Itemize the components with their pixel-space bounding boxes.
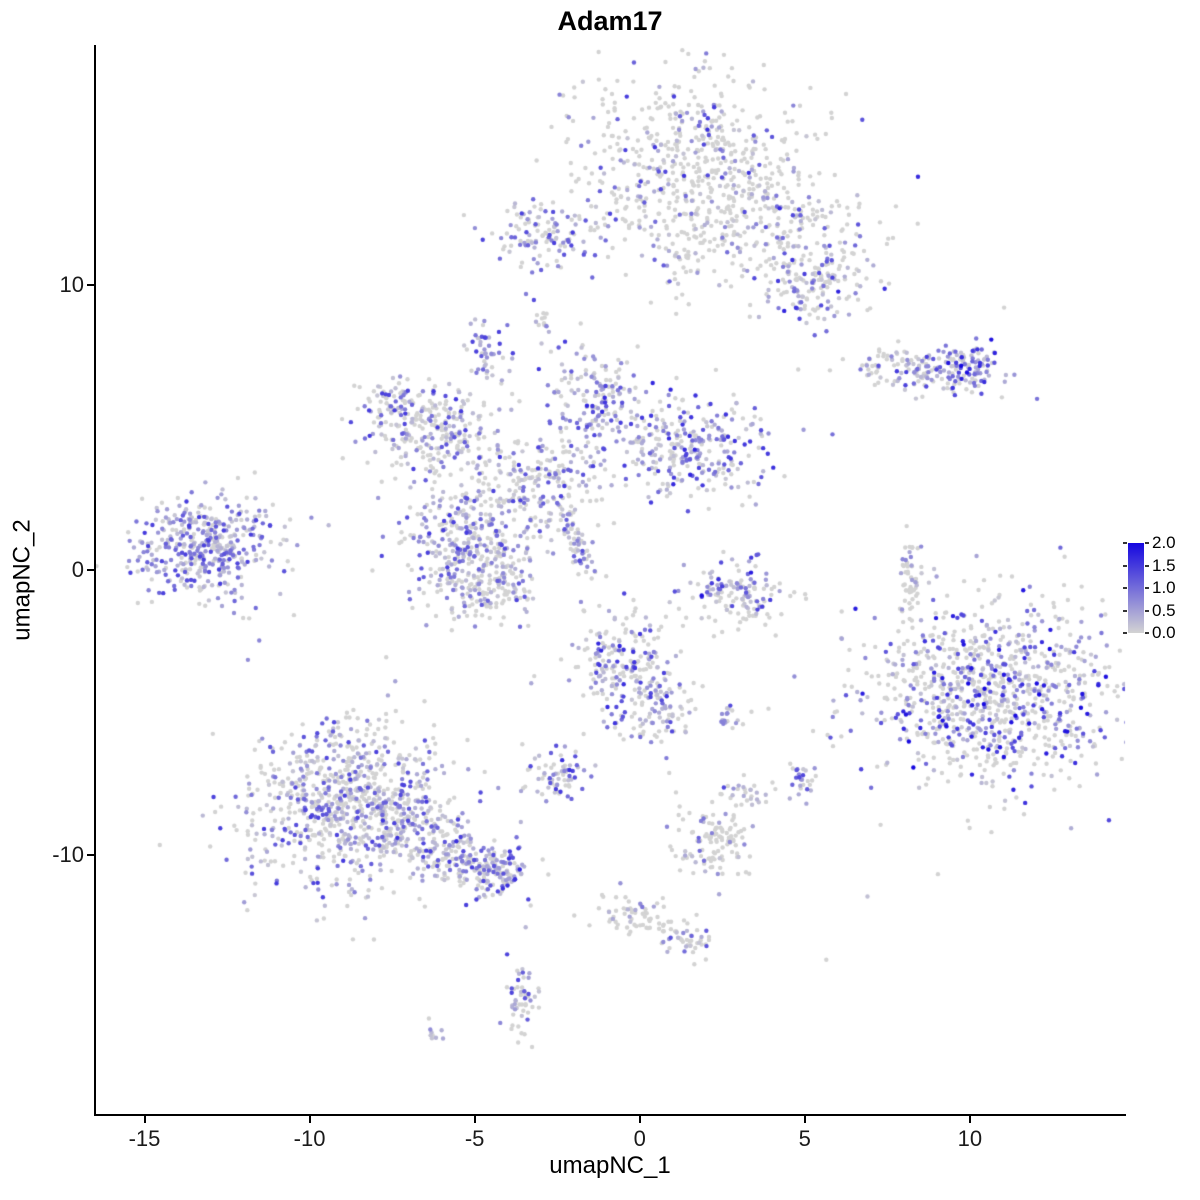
legend-tick-mark: [1123, 609, 1127, 612]
legend-label-0.0: 0.0: [1152, 623, 1176, 642]
x-tick-label: -10: [293, 1126, 326, 1151]
color-legend: 2.0 1.5 1.0 0.5 0.0: [1123, 533, 1200, 647]
legend-tick-mark: [1123, 632, 1127, 634]
legend-label-2.0: 2.0: [1152, 533, 1176, 552]
legend-tick-mark: [1123, 564, 1127, 567]
legend-tick-mark: [1123, 587, 1127, 589]
x-axis-label: umapNC_1: [549, 1152, 671, 1179]
y-tick-label: -10: [52, 842, 84, 868]
y-tick-label: 10: [59, 271, 84, 297]
x-tick-label: 10: [957, 1126, 983, 1151]
x-tick-mark: [143, 1116, 146, 1123]
legend-tick-mark: [1145, 542, 1149, 544]
x-tick-mark: [803, 1116, 806, 1123]
y-tick-label: 0: [71, 557, 84, 582]
y-tick-mark: [87, 283, 94, 286]
x-tick-label: 0: [633, 1126, 646, 1151]
y-axis-label-text: umapNC_2: [9, 519, 36, 641]
x-tick-mark: [638, 1116, 641, 1123]
chart-title: Adam17: [557, 6, 663, 36]
x-tick-mark: [308, 1116, 311, 1123]
x-tick-mark: [968, 1116, 971, 1123]
x-tick-label: 5: [798, 1126, 811, 1151]
legend-label-1.0: 1.0: [1152, 578, 1176, 597]
x-tick-mark: [473, 1116, 476, 1123]
legend-tick-mark: [1145, 564, 1149, 567]
y-axis-line: [94, 45, 96, 1116]
x-tick-label: -5: [464, 1126, 485, 1151]
y-axis-label: umapNC_2: [0, 45, 46, 1115]
y-tick-mark: [87, 569, 94, 571]
x-axis-line: [94, 1114, 1126, 1116]
legend-gradient-bar: [1128, 543, 1144, 633]
legend-label-1.5: 1.5: [1152, 555, 1176, 575]
legend-tick-mark: [1123, 542, 1127, 544]
legend-label-0.5: 0.5: [1152, 600, 1176, 620]
legend-tick-mark: [1145, 609, 1149, 612]
x-tick-label: -15: [128, 1126, 161, 1151]
legend-tick-mark: [1145, 632, 1149, 634]
legend-tick-mark: [1145, 587, 1149, 589]
y-tick-mark: [87, 854, 94, 857]
